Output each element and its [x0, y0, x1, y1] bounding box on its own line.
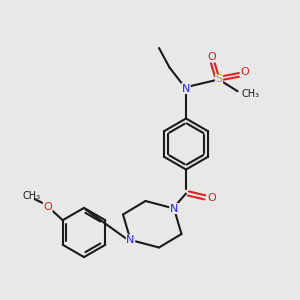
Text: O: O — [240, 67, 249, 77]
Text: CH₃: CH₃ — [242, 89, 260, 100]
Text: O: O — [43, 202, 52, 212]
Text: O: O — [207, 52, 216, 62]
Text: CH₃: CH₃ — [22, 191, 40, 201]
Text: N: N — [182, 83, 190, 94]
Text: N: N — [126, 235, 135, 245]
Text: O: O — [207, 193, 216, 203]
Text: S: S — [215, 74, 223, 85]
Text: N: N — [170, 203, 178, 214]
